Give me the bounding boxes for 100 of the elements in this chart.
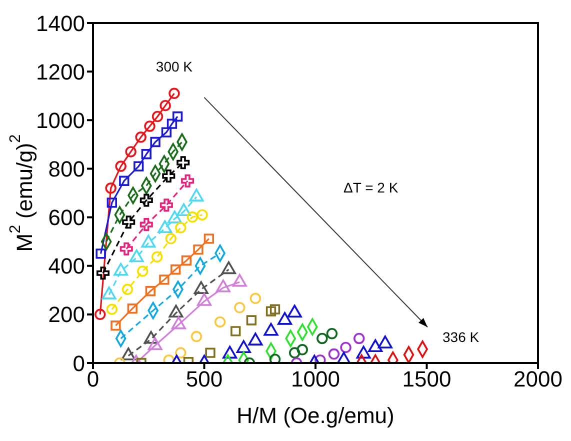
point	[236, 340, 251, 353]
x-tick-label: 2000	[514, 366, 562, 392]
point	[171, 316, 186, 330]
point	[250, 292, 262, 304]
point	[152, 110, 164, 122]
point	[165, 233, 176, 244]
y-tick-label: 1200	[36, 59, 85, 84]
point	[296, 344, 308, 356]
point	[110, 320, 121, 331]
y-tick-label: 600	[48, 205, 85, 230]
point	[150, 136, 160, 148]
point	[176, 156, 190, 170]
point	[119, 176, 130, 186]
point	[246, 315, 257, 326]
point	[196, 209, 208, 220]
point	[135, 132, 146, 143]
point	[127, 304, 138, 314]
point	[264, 322, 278, 336]
y-tick-label: 800	[48, 156, 85, 182]
point	[168, 88, 180, 100]
point	[288, 347, 300, 358]
point	[125, 146, 136, 158]
point	[96, 266, 110, 280]
point	[214, 316, 226, 328]
x-axis-title: H/M (Oe.g/emu)	[236, 403, 394, 428]
point	[141, 234, 156, 248]
annotation: 336 K	[442, 329, 480, 346]
point	[148, 337, 162, 350]
point	[328, 348, 340, 360]
point	[314, 354, 326, 363]
point	[278, 312, 292, 325]
y-tick-label: 1400	[36, 10, 85, 36]
point	[161, 127, 172, 138]
point	[166, 118, 178, 129]
point	[194, 281, 208, 294]
point	[121, 347, 136, 360]
y-tick-label: 1000	[36, 108, 85, 133]
x-tick-label: 500	[186, 366, 223, 392]
point	[368, 339, 383, 352]
point	[269, 354, 281, 363]
point	[340, 342, 352, 354]
y-tick-label: 200	[48, 302, 85, 328]
point	[205, 348, 216, 358]
point	[105, 182, 116, 194]
point	[287, 304, 302, 318]
point	[136, 266, 148, 277]
point	[316, 332, 328, 344]
point	[151, 251, 163, 262]
point	[266, 306, 276, 316]
point	[232, 274, 247, 287]
point	[160, 100, 171, 112]
point	[190, 330, 202, 342]
annotation: ΔT = 2 K	[344, 179, 399, 196]
point	[102, 286, 116, 300]
point	[175, 347, 186, 358]
point	[168, 304, 184, 318]
point	[96, 248, 106, 259]
x-tick-label: 1000	[291, 366, 340, 392]
point	[106, 198, 117, 208]
point	[353, 332, 365, 344]
point	[122, 284, 134, 296]
point	[270, 304, 280, 314]
point	[172, 111, 183, 122]
point	[129, 249, 144, 262]
point	[144, 120, 156, 132]
point	[248, 332, 263, 346]
point	[145, 286, 156, 296]
point	[378, 336, 392, 348]
point	[181, 174, 194, 188]
point	[163, 354, 174, 363]
point	[221, 261, 236, 274]
point	[204, 234, 214, 244]
point	[162, 169, 176, 183]
point	[193, 244, 204, 255]
point	[160, 198, 173, 212]
point	[196, 293, 212, 306]
point	[140, 218, 153, 232]
point	[356, 346, 371, 359]
point	[94, 308, 106, 320]
point	[159, 274, 170, 285]
point	[234, 302, 246, 314]
point	[120, 242, 133, 256]
annotation: 300 K	[156, 58, 194, 74]
point	[186, 211, 198, 223]
point	[144, 330, 158, 344]
point	[140, 194, 153, 207]
point	[122, 216, 136, 229]
point	[167, 210, 182, 224]
point	[106, 304, 118, 315]
point	[134, 161, 144, 172]
point	[230, 326, 241, 336]
point	[181, 255, 192, 266]
point	[114, 262, 128, 276]
y-tick-label: 0	[72, 350, 85, 376]
point	[115, 160, 126, 172]
point	[170, 264, 181, 275]
point	[176, 203, 192, 216]
point	[326, 328, 338, 340]
y-tick-label: 400	[48, 254, 85, 279]
point	[222, 346, 238, 359]
